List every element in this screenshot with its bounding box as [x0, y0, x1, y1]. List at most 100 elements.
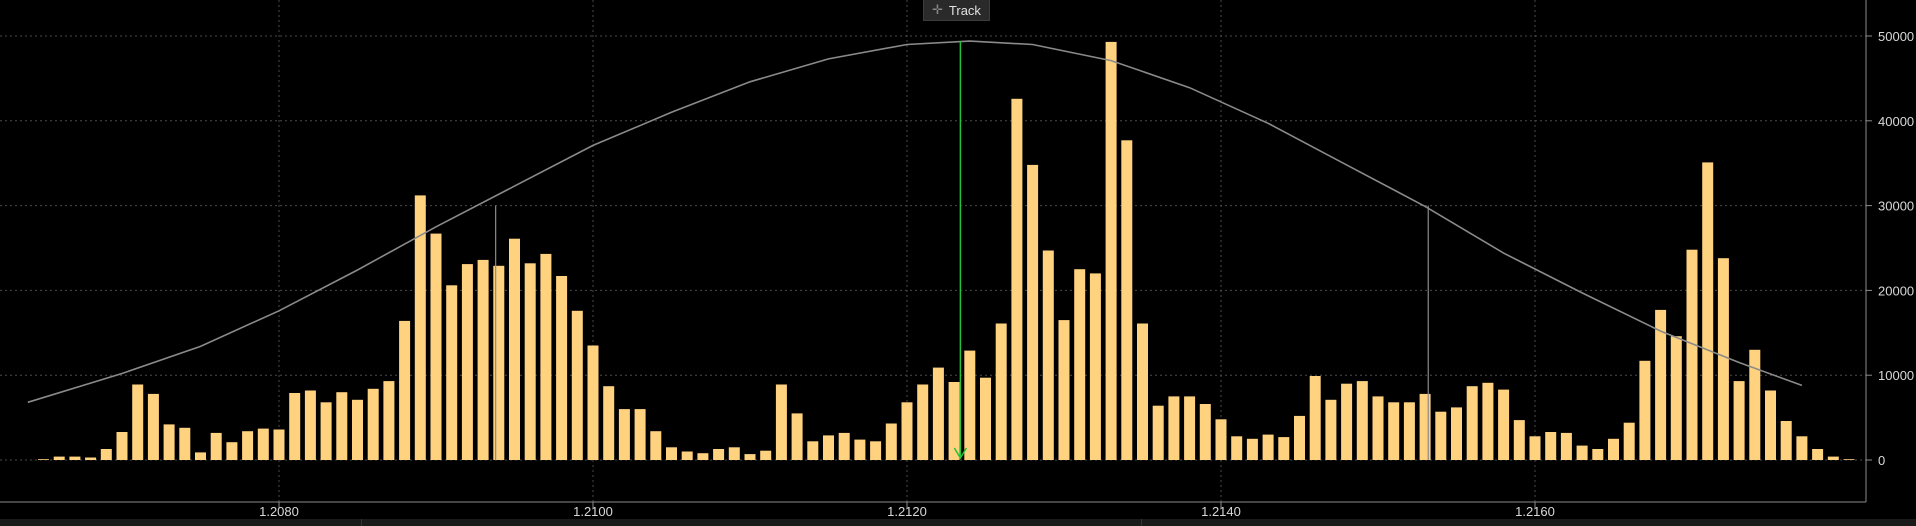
track-button-label: Track — [948, 2, 981, 18]
histogram-bar — [1262, 434, 1274, 460]
histogram-bar — [1545, 432, 1557, 460]
histogram-bar — [1498, 389, 1510, 460]
histogram-bar — [1042, 250, 1054, 460]
histogram-bar — [1403, 402, 1415, 460]
histogram-bar — [289, 393, 301, 460]
x-tick-label: 1.2160 — [1515, 504, 1555, 519]
histogram-bar — [1655, 309, 1667, 460]
histogram-bar — [995, 323, 1007, 460]
histogram-bar — [1356, 381, 1368, 460]
histogram-bar — [885, 423, 897, 460]
histogram-bar — [1796, 436, 1808, 460]
histogram-bar — [304, 390, 316, 460]
histogram-bar — [1608, 438, 1619, 460]
histogram-bar — [1215, 419, 1227, 460]
x-tick-label: 1.2080 — [259, 504, 299, 519]
histogram-bar — [320, 402, 332, 460]
y-tick-label: 20000 — [1878, 283, 1914, 298]
y-tick-label: 50000 — [1878, 29, 1914, 44]
histogram-bar — [1419, 393, 1431, 460]
histogram-bar — [399, 320, 411, 460]
histogram-bar — [226, 442, 238, 460]
histogram-bar — [1686, 249, 1698, 460]
histogram-bar — [823, 435, 834, 460]
histogram-bar — [1027, 164, 1039, 460]
histogram-bar — [1246, 438, 1258, 460]
histogram-bar — [980, 377, 991, 460]
histogram-bar — [618, 409, 630, 460]
histogram-bar — [53, 456, 65, 460]
histogram-bar — [1309, 376, 1321, 460]
histogram-bar — [336, 392, 348, 460]
histogram-bar — [1482, 382, 1494, 460]
histogram-bar — [870, 441, 882, 460]
grid — [0, 0, 1866, 502]
histogram-bar — [257, 428, 269, 460]
histogram-bar — [1074, 269, 1086, 460]
histogram-bar — [163, 424, 175, 460]
histogram-bar — [1231, 436, 1243, 460]
histogram-bar — [838, 432, 850, 460]
histogram-bar — [524, 263, 536, 460]
histogram-bar — [1325, 399, 1337, 460]
histogram-bars — [38, 41, 1855, 461]
histogram-bar — [1451, 407, 1462, 460]
histogram-bar — [509, 238, 520, 460]
histogram-bar — [728, 447, 740, 460]
histogram-bar — [273, 429, 285, 460]
x-tick-label: 1.2140 — [1201, 504, 1241, 519]
histogram-bar — [1812, 449, 1824, 460]
y-tick-label: 10000 — [1878, 368, 1914, 383]
histogram-bar — [540, 253, 552, 460]
histogram-bar — [85, 457, 97, 460]
histogram-bar — [1137, 323, 1148, 460]
y-tick-label: 40000 — [1878, 114, 1914, 129]
histogram-bar — [1152, 405, 1164, 460]
histogram-bar — [932, 367, 944, 460]
histogram-bar — [948, 382, 960, 460]
x-tick-label: 1.2100 — [573, 504, 613, 519]
histogram-bar — [132, 384, 144, 460]
histogram-bar — [446, 285, 458, 460]
histogram-bar — [634, 409, 646, 460]
y-tick-label: 0 — [1878, 453, 1885, 468]
histogram-bar — [556, 276, 568, 460]
y-tick-label: 30000 — [1878, 199, 1914, 214]
histogram-bar — [414, 195, 426, 460]
histogram-bar — [383, 381, 395, 460]
histogram-bar — [69, 456, 81, 460]
distribution-curve — [27, 40, 1803, 404]
histogram-bar — [697, 453, 709, 460]
histogram-bar — [1765, 390, 1776, 460]
histogram-bar — [147, 393, 159, 460]
histogram-bar — [1843, 459, 1855, 460]
histogram-bar — [1105, 41, 1117, 461]
histogram-bar — [1278, 437, 1290, 460]
histogram-bar — [666, 447, 677, 460]
histogram-bar — [744, 454, 756, 460]
crosshair-icon: ✛ — [932, 2, 943, 17]
histogram-bar — [1717, 258, 1729, 460]
histogram-bar — [964, 350, 976, 460]
bottom-strip-segment — [361, 519, 1142, 526]
histogram-bar — [1639, 360, 1651, 460]
histogram-bar — [1827, 456, 1839, 460]
histogram-bar — [1623, 422, 1635, 460]
x-tick-label: 1.2120 — [887, 504, 927, 519]
histogram-bar — [681, 451, 693, 460]
histogram-bar — [713, 449, 725, 460]
histogram-bar — [1435, 411, 1447, 460]
histogram-bar — [1749, 349, 1761, 460]
histogram-bar — [650, 431, 662, 460]
histogram-bar — [1011, 98, 1023, 461]
histogram-bar — [1372, 396, 1384, 460]
histogram-bar — [1670, 336, 1682, 460]
histogram-bar — [1560, 432, 1572, 460]
histogram-bar — [901, 402, 913, 460]
histogram-bar — [1388, 402, 1400, 460]
track-button[interactable]: ✛ Track — [923, 0, 990, 21]
histogram-bar — [430, 233, 442, 460]
histogram-bar — [587, 345, 599, 460]
histogram-bar — [1184, 396, 1196, 460]
